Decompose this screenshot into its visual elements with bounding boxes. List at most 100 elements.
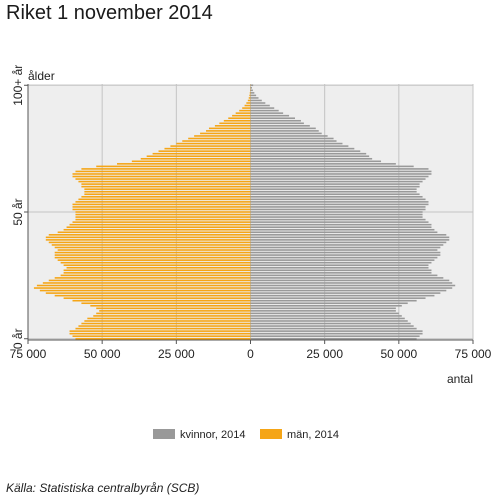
bar-man-age-86 — [223, 119, 251, 122]
bar-kvinnor-age-19 — [250, 289, 447, 292]
bar-kvinnor-age-97 — [250, 92, 255, 94]
bar-man-age-61 — [81, 183, 251, 185]
x-tick-label: 25 000 — [158, 347, 195, 361]
bar-man-age-77 — [176, 142, 251, 145]
bar-man-age-38 — [48, 241, 251, 244]
bar-man-age-30 — [60, 261, 251, 264]
bar-kvinnor-age-16 — [250, 297, 426, 299]
bar-man-age-82 — [206, 130, 251, 132]
bar-kvinnor-age-90 — [250, 109, 279, 112]
x-tick-label: 75 000 — [455, 347, 492, 361]
bar-kvinnor-age-96 — [250, 94, 257, 97]
y-tick-label: 0 år — [11, 328, 25, 349]
x-tick-label: 25 000 — [306, 347, 343, 361]
bar-kvinnor-age-62 — [250, 180, 423, 183]
bar-kvinnor-age-1 — [250, 335, 420, 337]
bar-man-age-14 — [81, 302, 251, 305]
bar-kvinnor-age-49 — [250, 213, 423, 216]
bar-man-age-73 — [152, 152, 251, 155]
bars — [33, 84, 456, 340]
bar-kvinnor-age-67 — [250, 168, 429, 170]
bar-man-age-26 — [63, 272, 251, 274]
bar-kvinnor-age-18 — [250, 292, 441, 294]
bar-kvinnor-age-58 — [250, 190, 417, 193]
bar-man-age-36 — [54, 246, 251, 249]
bar-kvinnor-age-44 — [250, 226, 432, 228]
bar-kvinnor-age-29 — [250, 264, 429, 267]
bar-man-age-79 — [188, 137, 251, 140]
bar-kvinnor-age-89 — [250, 112, 284, 114]
bar-kvinnor-age-42 — [250, 231, 438, 234]
bar-kvinnor-age-50 — [250, 211, 423, 213]
bar-man-age-44 — [66, 226, 251, 228]
bar-man-age-7 — [84, 320, 251, 322]
bar-man-age-85 — [219, 122, 251, 125]
x-axis-title: antal — [447, 372, 473, 386]
bar-man-age-2 — [69, 332, 251, 335]
bar-man-age-94 — [247, 99, 251, 102]
bar-kvinnor-age-72 — [250, 155, 370, 158]
y-tick-label: 50 år — [11, 198, 25, 225]
bar-man-age-88 — [232, 114, 251, 117]
bar-man-age-27 — [63, 269, 251, 272]
bar-man-age-81 — [200, 132, 251, 135]
bar-kvinnor-age-34 — [250, 251, 441, 254]
bar-kvinnor-age-53 — [250, 203, 429, 206]
bar-kvinnor-age-11 — [250, 310, 396, 312]
bar-man-age-37 — [51, 244, 251, 246]
bar-man-age-84 — [214, 125, 251, 127]
bar-kvinnor-age-48 — [250, 216, 423, 218]
bar-man-age-57 — [84, 193, 251, 196]
bar-man-age-12 — [96, 307, 251, 310]
bar-kvinnor-age-70 — [250, 160, 382, 163]
y-axis-title: ålder — [28, 69, 55, 83]
bar-man-age-69 — [117, 163, 251, 165]
bar-man-age-47 — [75, 218, 251, 221]
bar-kvinnor-age-54 — [250, 201, 429, 203]
x-tick-label: 0 — [247, 347, 254, 361]
bar-kvinnor-age-9 — [250, 315, 402, 317]
bar-man-age-35 — [57, 249, 251, 251]
bar-kvinnor-age-2 — [250, 332, 423, 335]
x-tick-label: 50 000 — [380, 347, 417, 361]
bar-man-age-4 — [75, 327, 251, 330]
bar-man-age-28 — [66, 266, 251, 269]
bar-man-age-63 — [75, 178, 251, 180]
bar-kvinnor-age-69 — [250, 163, 396, 165]
bar-man-age-32 — [54, 256, 251, 259]
bar-man-age-89 — [235, 112, 251, 114]
bar-kvinnor-age-82 — [250, 130, 319, 132]
bar-man-age-15 — [72, 299, 251, 302]
bar-kvinnor-age-83 — [250, 127, 316, 130]
bar-kvinnor-age-46 — [250, 221, 429, 223]
bar-man-age-48 — [75, 216, 251, 218]
bar-kvinnor-age-45 — [250, 223, 432, 226]
bar-man-age-66 — [75, 170, 251, 173]
bar-man-age-43 — [63, 228, 251, 231]
bar-man-age-90 — [239, 109, 251, 112]
bar-man-age-42 — [57, 231, 251, 234]
bar-man-age-20 — [33, 287, 251, 289]
bar-man-age-53 — [72, 203, 251, 206]
bar-man-age-46 — [72, 221, 251, 223]
bar-kvinnor-age-33 — [250, 254, 441, 256]
bar-man-age-58 — [84, 190, 251, 193]
source-note: Källa: Statistiska centralbyrån (SCB) — [6, 481, 200, 495]
bar-man-age-62 — [78, 180, 251, 183]
bar-man-age-50 — [75, 211, 251, 213]
bar-man-age-39 — [45, 239, 251, 241]
bar-kvinnor-age-81 — [250, 132, 322, 135]
bar-man-age-9 — [93, 315, 251, 317]
bar-kvinnor-age-3 — [250, 330, 423, 332]
bar-kvinnor-age-84 — [250, 125, 310, 127]
bar-man-age-51 — [72, 208, 251, 211]
y-tick-label: 100+ år — [11, 65, 25, 106]
bar-kvinnor-age-55 — [250, 198, 426, 201]
bar-man-age-1 — [72, 335, 251, 337]
bar-kvinnor-age-66 — [250, 170, 432, 173]
bar-man-age-68 — [96, 165, 251, 168]
bar-man-age-8 — [87, 317, 251, 320]
bar-kvinnor-age-20 — [250, 287, 453, 289]
